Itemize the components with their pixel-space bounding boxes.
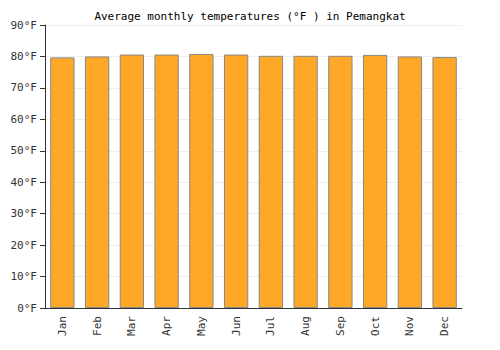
svg-text:Average monthly temperatures (: Average monthly temperatures (°F ) in Pe… <box>94 10 405 23</box>
svg-text:Sep: Sep <box>334 316 347 336</box>
svg-text:Oct: Oct <box>369 316 382 336</box>
svg-text:Jun: Jun <box>230 316 243 336</box>
svg-text:Feb: Feb <box>91 316 104 336</box>
svg-text:20°F: 20°F <box>11 239 38 252</box>
svg-text:Nov: Nov <box>403 316 416 336</box>
svg-text:90°F: 90°F <box>11 19 38 32</box>
svg-text:May: May <box>195 316 208 336</box>
svg-text:0°F: 0°F <box>17 302 37 315</box>
svg-text:30°F: 30°F <box>11 207 38 220</box>
svg-text:70°F: 70°F <box>11 81 38 94</box>
svg-text:Apr: Apr <box>160 316 173 336</box>
svg-text:Jan: Jan <box>56 316 69 336</box>
svg-text:Jul: Jul <box>264 316 277 336</box>
svg-text:10°F: 10°F <box>11 270 38 283</box>
svg-text:40°F: 40°F <box>11 176 38 189</box>
svg-text:60°F: 60°F <box>11 113 38 126</box>
svg-text:50°F: 50°F <box>11 144 38 157</box>
svg-text:Dec: Dec <box>438 316 451 336</box>
svg-text:Mar: Mar <box>125 316 138 336</box>
svg-text:80°F: 80°F <box>11 50 38 63</box>
svg-text:Aug: Aug <box>299 316 312 336</box>
